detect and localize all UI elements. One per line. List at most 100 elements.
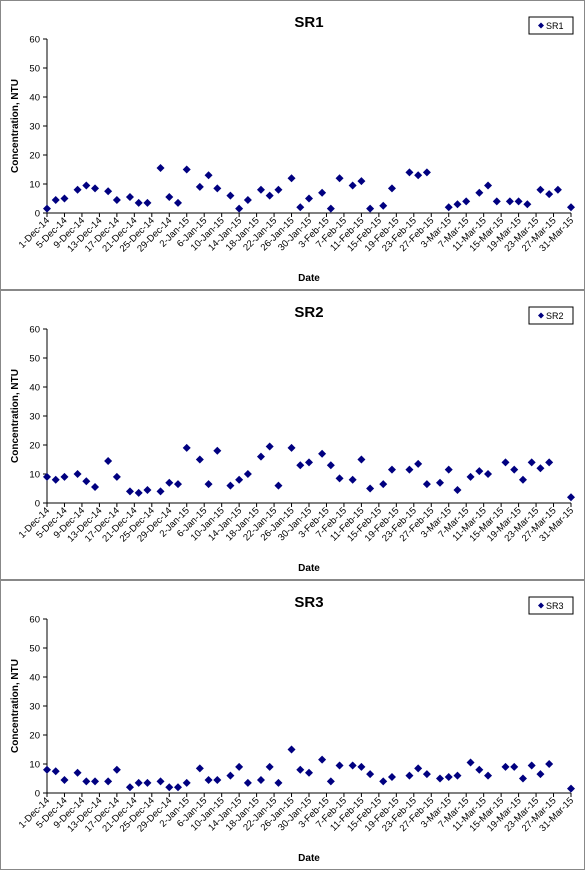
legend-label: SR3 <box>546 601 564 611</box>
legend: SR1 <box>528 16 574 35</box>
data-point <box>305 458 313 467</box>
data-point <box>287 745 296 754</box>
data-point <box>182 165 191 174</box>
data-point <box>326 204 335 213</box>
legend-label: SR2 <box>546 311 564 321</box>
data-point <box>484 771 493 780</box>
data-point <box>195 764 204 773</box>
y-tick-label: 10 <box>29 760 40 771</box>
y-tick-label: 20 <box>29 151 40 162</box>
data-point <box>444 203 453 212</box>
data-point <box>274 185 283 194</box>
data-point <box>536 770 545 779</box>
data-point <box>475 765 484 774</box>
data-point <box>444 773 453 782</box>
data-point <box>204 775 213 784</box>
data-point <box>348 475 357 484</box>
chart-panel-sr3: SR3 0 10 20 30 40 50 60 1-Dec-14 5-Dec-14 9-Dec-14… <box>0 580 585 870</box>
data-point <box>379 201 388 210</box>
data-point <box>318 188 327 197</box>
x-axis-label: Date <box>298 273 320 284</box>
data-point <box>326 461 335 470</box>
data-point <box>366 204 375 213</box>
y-axis-label: Concentration, NTU <box>10 79 21 173</box>
data-point <box>43 472 51 481</box>
data-point <box>165 193 174 202</box>
data-point <box>453 771 462 780</box>
legend-label: SR1 <box>546 21 564 31</box>
data-point <box>379 777 388 786</box>
chart-title-sr1: SR1 <box>294 14 323 31</box>
data-point <box>134 778 143 787</box>
data-point <box>514 197 523 206</box>
data-point <box>125 487 134 496</box>
data-point <box>567 203 575 212</box>
y-tick-label: 60 <box>29 325 40 336</box>
data-point <box>414 171 423 180</box>
data-point <box>296 461 305 470</box>
data-point <box>436 774 444 783</box>
data-point <box>60 194 69 203</box>
data-point <box>265 762 274 771</box>
data-point <box>357 762 366 771</box>
x-axis-label: Date <box>298 853 320 864</box>
data-point <box>453 200 462 209</box>
data-point <box>287 443 296 452</box>
data-point <box>536 185 545 194</box>
y-tick-label: 0 <box>35 499 40 510</box>
y-tick-label: 10 <box>29 180 40 191</box>
chart-title-sr3: SR3 <box>294 594 323 611</box>
data-point <box>174 783 182 792</box>
data-point <box>104 456 113 465</box>
data-point <box>348 761 357 770</box>
data-point <box>73 768 82 777</box>
chart-sr2: SR201020304050601-Dec-145-Dec-149-Dec-14… <box>10 304 576 574</box>
data-point <box>51 767 60 776</box>
legend-box <box>528 596 574 615</box>
legend-marker <box>538 602 544 609</box>
data-point <box>60 472 69 481</box>
data-point <box>156 487 165 496</box>
chart-sr3: SR301020304050601-Dec-145-Dec-149-Dec-14… <box>10 594 576 864</box>
data-point <box>265 442 274 451</box>
data-point <box>484 470 493 478</box>
legend-box <box>528 16 574 35</box>
data-point <box>195 182 204 191</box>
data-point <box>357 455 366 464</box>
data-point <box>379 480 388 489</box>
data-point <box>104 187 113 196</box>
data-point <box>335 761 344 770</box>
data-point <box>243 778 252 787</box>
data-point <box>335 474 344 483</box>
data-point <box>143 485 152 494</box>
data-point <box>265 191 274 200</box>
data-point <box>156 164 165 173</box>
data-point <box>501 458 510 467</box>
legend: SR3 <box>528 596 574 615</box>
chart-sr1: SR101020304050601-Dec-145-Dec-149-Dec-14… <box>10 14 576 284</box>
data-point <box>405 168 414 177</box>
data-point <box>174 480 182 489</box>
data-point <box>545 458 554 467</box>
data-point <box>256 775 265 784</box>
y-tick-label: 20 <box>29 731 40 742</box>
data-point <box>91 777 100 786</box>
data-point <box>235 204 244 213</box>
data-point <box>182 443 191 452</box>
data-point <box>545 190 554 199</box>
data-point <box>91 483 100 492</box>
data-point <box>475 188 484 197</box>
data-point <box>422 168 431 177</box>
data-point <box>174 198 182 207</box>
y-tick-label: 30 <box>29 122 40 133</box>
data-point <box>436 478 444 487</box>
y-tick-label: 50 <box>29 644 40 655</box>
data-point <box>91 184 100 193</box>
data-point <box>366 484 375 493</box>
data-point <box>143 198 152 207</box>
data-point <box>501 762 510 771</box>
chart-title-sr2: SR2 <box>294 304 323 321</box>
data-point <box>405 771 414 780</box>
data-point <box>357 177 366 186</box>
data-point <box>112 195 121 204</box>
